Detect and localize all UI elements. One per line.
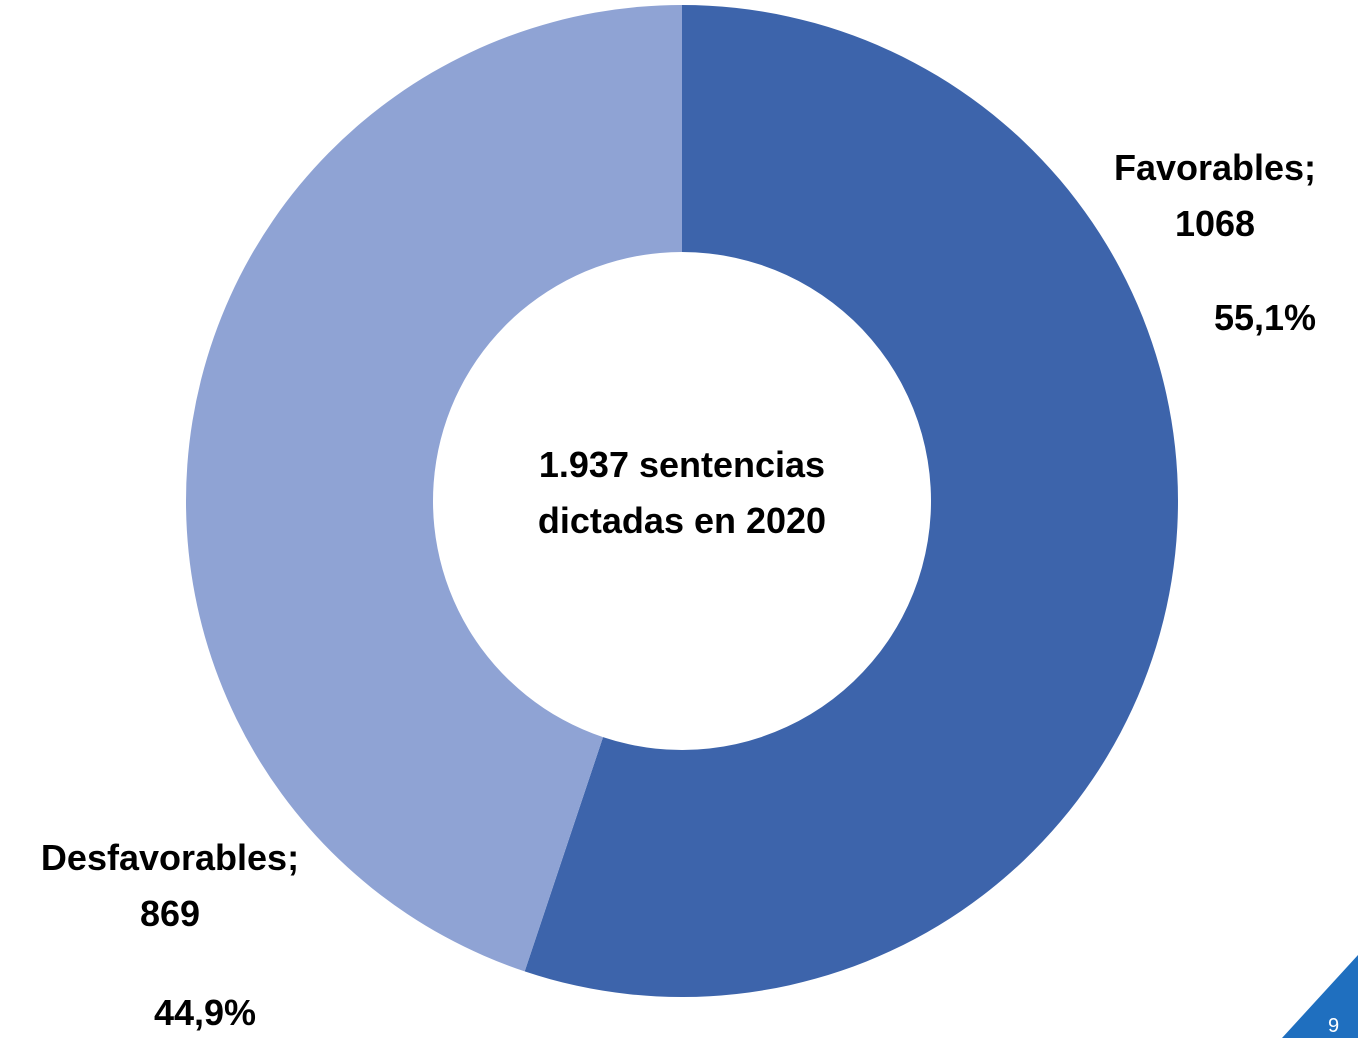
donut-slice-desfavorables [186, 5, 682, 972]
slice-name-favorables: Favorables [1113, 147, 1305, 188]
slice-percent-favorables: 55,1% [1213, 297, 1317, 338]
slice-name-desfavorables: Desfavorables [40, 837, 288, 878]
donut-center-text: 1.937 sentencias dictadas en 2020 [537, 444, 827, 541]
slice-percent-desfavorables: 44,9% [153, 992, 257, 1033]
donut-slice-favorables [524, 5, 1179, 998]
corner-triangle-shape [1282, 955, 1358, 1038]
slice-value-desfavorables: 869 [139, 893, 201, 934]
label-separator: ; [1304, 147, 1317, 188]
slice-label-favorables: Favorables; 1068 [1080, 140, 1350, 252]
slice-label-desfavorables: Desfavorables; 869 [0, 830, 340, 942]
slice-value-favorables: 1068 [1174, 203, 1256, 244]
slide-corner-triangle [1282, 955, 1358, 1038]
slide-number: 9 [1328, 1015, 1340, 1037]
label-separator: ; [287, 837, 300, 878]
